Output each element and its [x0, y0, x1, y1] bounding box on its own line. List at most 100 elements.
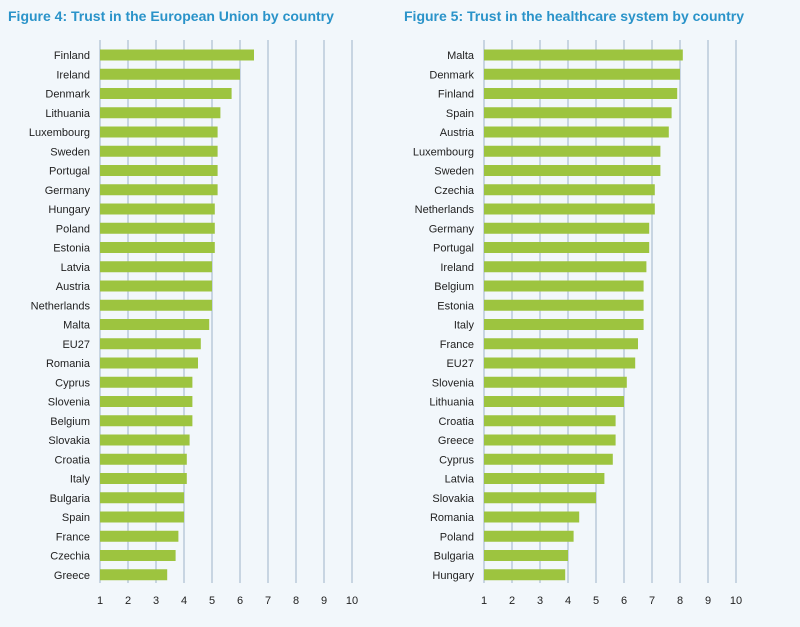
fig4-category-label: Finland: [54, 50, 90, 62]
fig4-bar-denmark: [100, 88, 232, 99]
fig4-category-label: Netherlands: [31, 300, 91, 312]
figure-4-title: Figure 4: Trust in the European Union by…: [8, 8, 334, 24]
fig4-category-label: Czechia: [50, 551, 91, 563]
fig5-category-label: Finland: [438, 89, 474, 101]
fig5-category-label: Belgium: [434, 281, 474, 293]
fig4-bar-spain: [100, 511, 184, 523]
fig5-category-label: Hungary: [432, 570, 474, 582]
fig4-category-label: Estonia: [53, 243, 91, 255]
fig5-bar-romania: [484, 511, 580, 523]
fig5-category-label: EU27: [446, 358, 474, 370]
fig4-category-label: Slovakia: [48, 435, 90, 447]
fig5-category-label: Netherlands: [415, 204, 475, 216]
fig4-tick-label: 2: [125, 595, 131, 607]
fig4-bar-lithuania: [100, 107, 221, 119]
fig5-bar-ireland: [484, 261, 647, 273]
fig5-category-label: Portugal: [433, 243, 474, 255]
fig4-category-label: Luxembourg: [29, 127, 90, 139]
fig4-bar-bulgaria: [100, 492, 184, 504]
fig5-bar-italy: [484, 319, 644, 330]
fig5-category-label: Latvia: [445, 474, 475, 486]
fig4-tick-label: 10: [346, 595, 358, 607]
fig5-chart: 1 2 3 4 5 6 7 8 9 10 Malta Denmark Finland Spain Austr…: [413, 40, 742, 607]
fig4-category-label: Malta: [63, 320, 91, 332]
fig5-tick-label: 6: [621, 595, 627, 607]
fig4-category-label: Portugal: [49, 166, 90, 178]
fig4-category-label: Denmark: [45, 89, 90, 101]
fig4-category-label: Ireland: [56, 69, 90, 81]
fig4-tick-label: 4: [181, 595, 187, 607]
fig4-bar-france: [100, 530, 179, 542]
fig4-bar-belgium: [100, 415, 193, 427]
fig5-bar-greece: [484, 434, 616, 446]
fig5-tick-label: 3: [537, 595, 543, 607]
fig5-category-label: Lithuania: [429, 397, 475, 409]
fig5-bar-lithuania: [484, 396, 624, 407]
fig5-category-label: France: [440, 339, 474, 351]
fig5-category-label: Slovenia: [432, 377, 475, 389]
fig5-category-label: Bulgaria: [434, 551, 475, 563]
fig4-bar-eu27: [100, 338, 201, 350]
fig5-bar-sweden: [484, 165, 661, 176]
fig4-category-label: France: [56, 531, 90, 543]
fig4-bar-ireland: [100, 68, 240, 80]
fig4-category-label: Belgium: [50, 416, 90, 428]
fig5-tick-label: 10: [730, 595, 742, 607]
fig5-category-label: Poland: [440, 531, 474, 543]
fig5-category-label: Malta: [447, 50, 475, 62]
fig4-bar-greece: [100, 569, 168, 581]
fig4-bar-czechia: [100, 550, 176, 561]
fig5-category-label: Croatia: [439, 416, 475, 428]
fig5-bar-denmark: [484, 68, 680, 80]
fig4-bar-slovenia: [100, 396, 193, 407]
fig4-bar-finland: [100, 49, 254, 61]
fig4-bar-hungary: [100, 203, 215, 215]
fig4-category-label: Croatia: [55, 454, 91, 466]
fig4-category-label: Italy: [70, 474, 91, 486]
fig5-bar-spain: [484, 107, 672, 119]
fig4-category-label: EU27: [62, 339, 90, 351]
figure-5-title: Figure 5: Trust in the healthcare system…: [404, 8, 744, 24]
fig4-category-label: Bulgaria: [50, 493, 91, 505]
fig5-category-label: Slovakia: [432, 493, 474, 505]
fig5-bar-portugal: [484, 242, 650, 253]
fig5-bar-netherlands: [484, 203, 655, 215]
fig4-tick-label: 3: [153, 595, 159, 607]
fig4-category-label: Greece: [54, 570, 90, 582]
fig5-bar-estonia: [484, 299, 644, 311]
fig5-bar-slovenia: [484, 376, 627, 388]
fig4-category-label: Slovenia: [48, 397, 91, 409]
fig5-category-label: Estonia: [437, 300, 475, 312]
fig5-bar-malta: [484, 49, 683, 61]
fig5-tick-label: 7: [649, 595, 655, 607]
fig5-category-label: Spain: [446, 108, 474, 120]
fig4-category-label: Lithuania: [45, 108, 91, 120]
fig5-category-label: Germany: [429, 223, 475, 235]
fig5-bar-luxembourg: [484, 145, 661, 157]
fig4-bar-italy: [100, 473, 187, 484]
fig4-tick-label: 5: [209, 595, 215, 607]
fig5-bar-belgium: [484, 280, 644, 292]
fig4-tick-label: 1: [97, 595, 103, 607]
fig5-category-label: Romania: [430, 512, 475, 524]
fig4-category-label: Austria: [56, 281, 91, 293]
fig5-bar-cyprus: [484, 453, 613, 465]
fig5-bar-germany: [484, 222, 650, 234]
fig5-category-label: Ireland: [440, 262, 474, 274]
fig5-bar-austria: [484, 126, 669, 138]
fig4-category-label: Sweden: [50, 146, 90, 158]
fig5-bar-bulgaria: [484, 550, 568, 561]
fig4-category-label: Romania: [46, 358, 91, 370]
fig5-bar-eu27: [484, 357, 636, 369]
fig5-category-label: Italy: [454, 320, 475, 332]
fig5-bar-france: [484, 338, 638, 350]
fig4-bar-portugal: [100, 165, 218, 176]
fig4-bar-romania: [100, 357, 198, 369]
fig4-category-label: Cyprus: [55, 377, 90, 389]
fig5-tick-label: 9: [705, 595, 711, 607]
fig4-bar-luxembourg: [100, 126, 218, 138]
fig4-bar-latvia: [100, 261, 212, 273]
fig5-bar-poland: [484, 530, 574, 542]
fig5-category-label: Sweden: [434, 166, 474, 178]
